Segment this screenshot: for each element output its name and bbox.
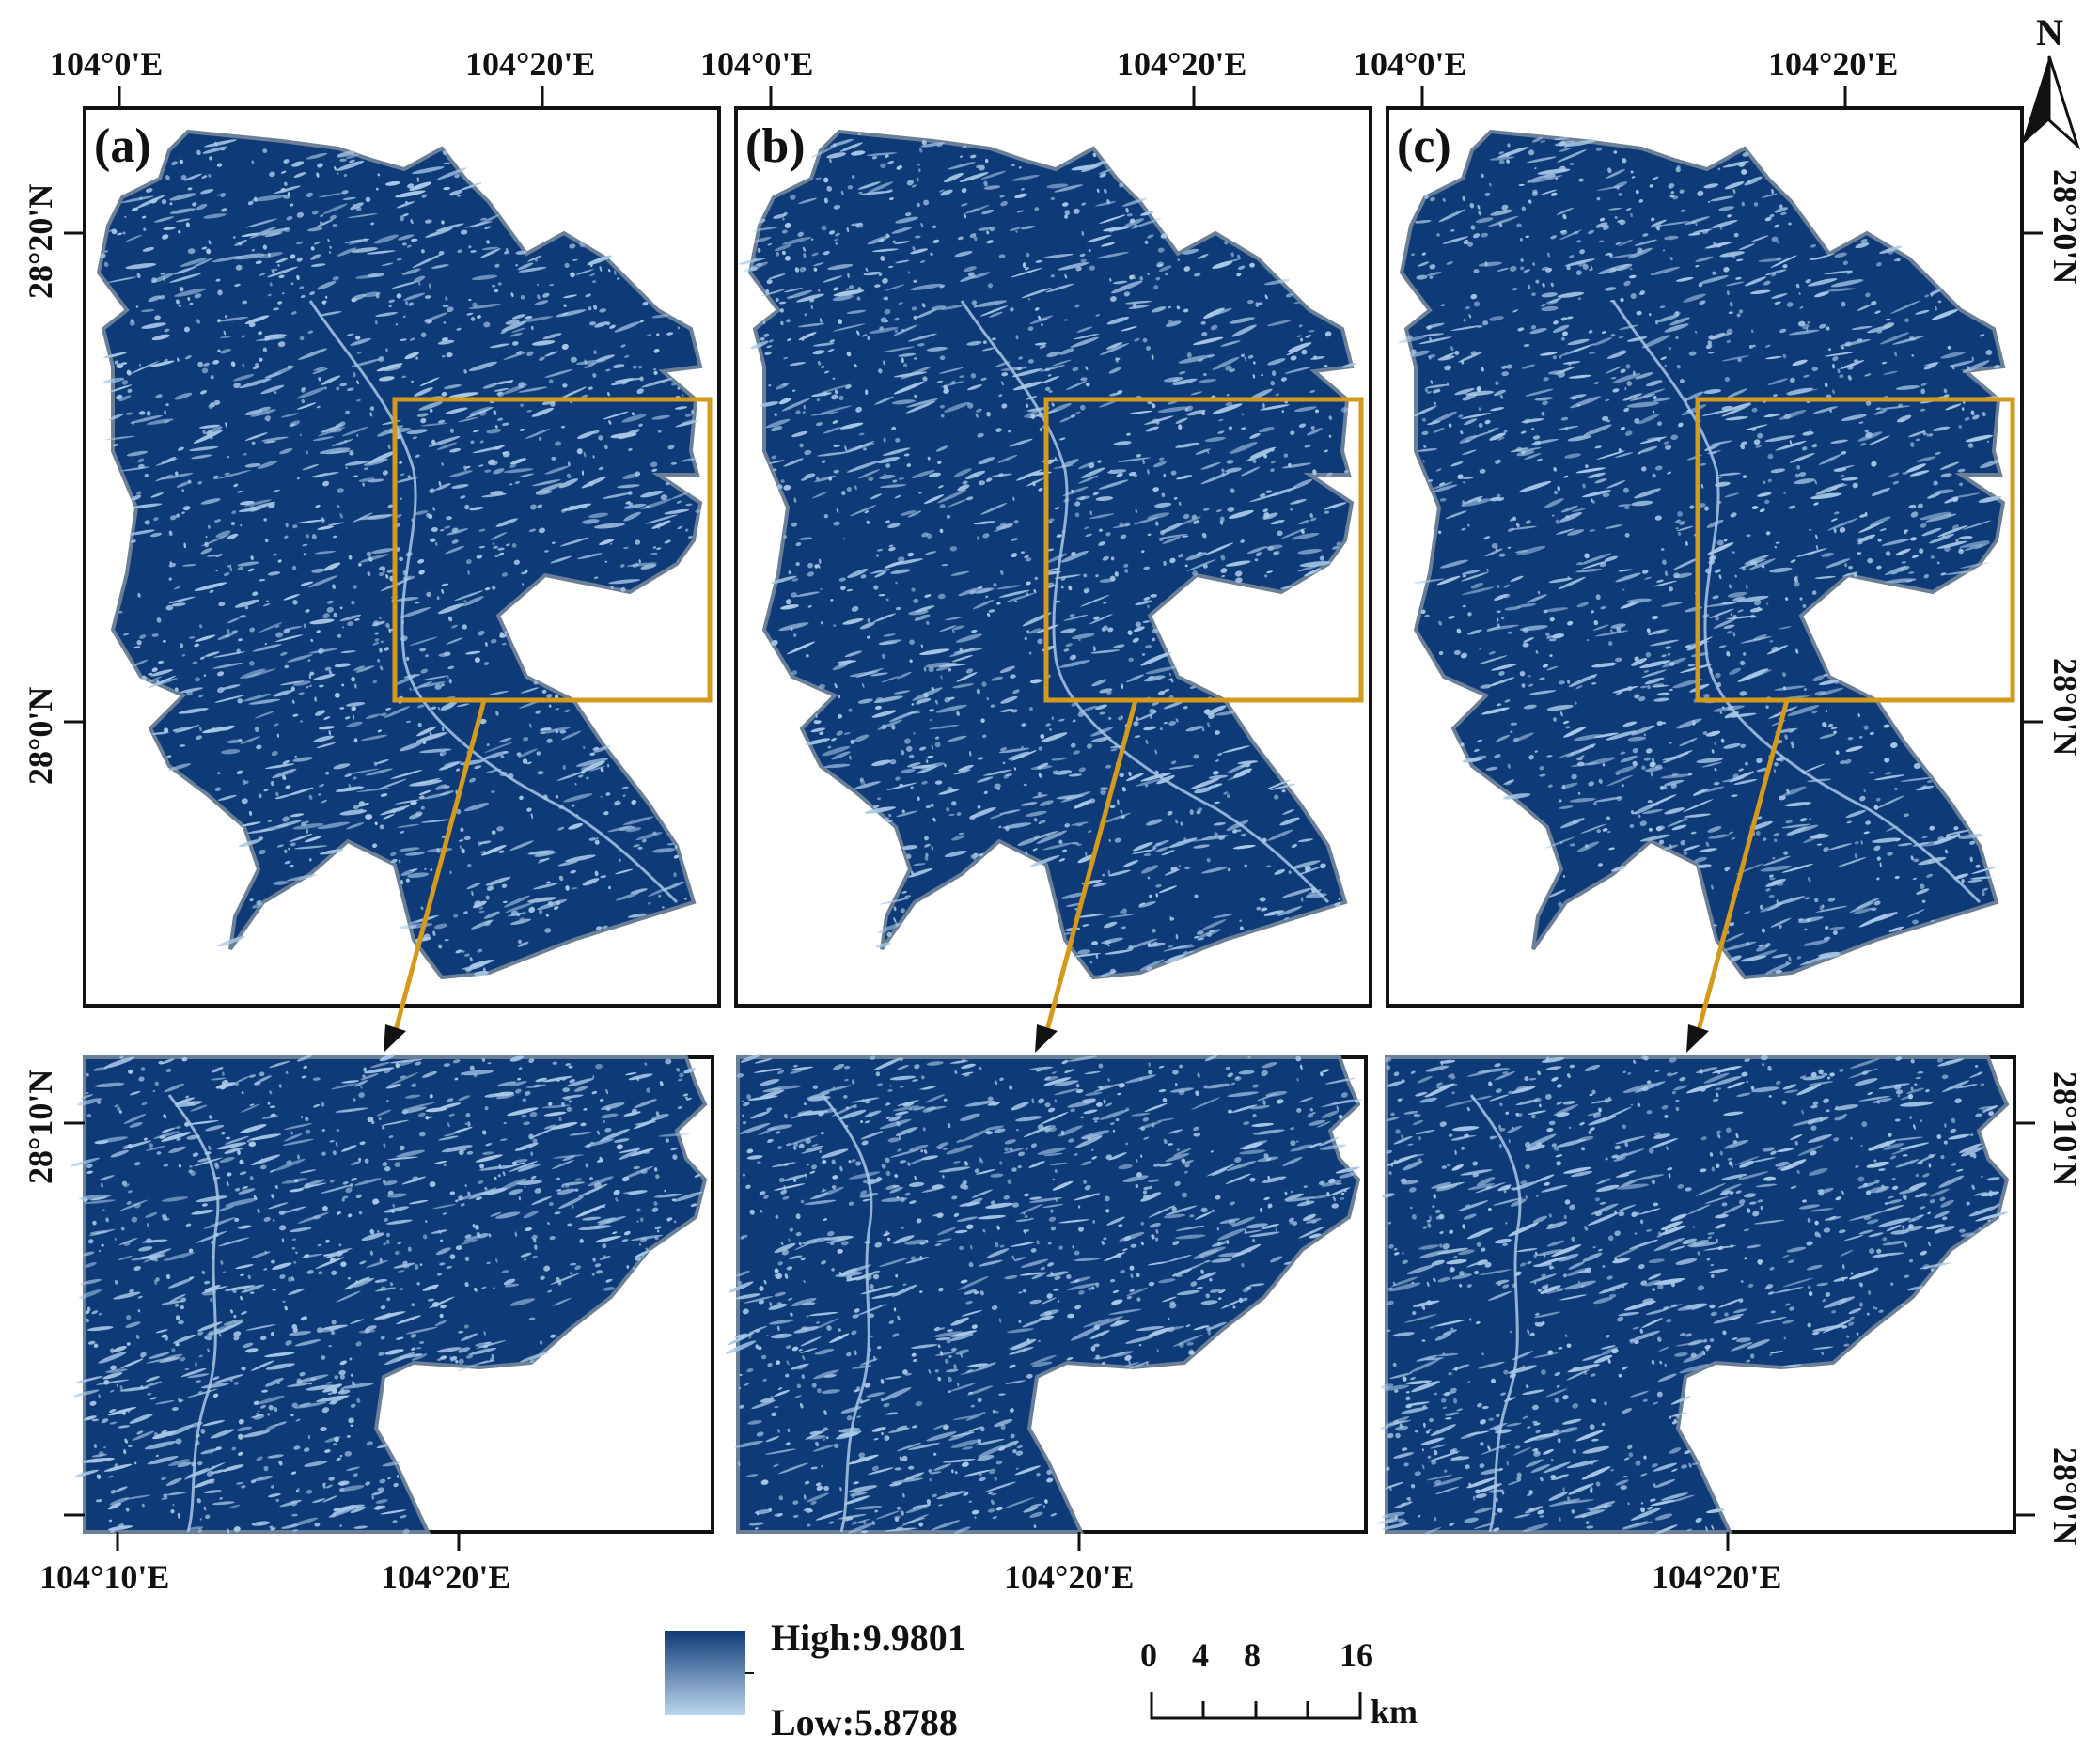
legend-high-label: High:9.9801 [771, 1617, 966, 1659]
legend: High:9.9801 Low:5.8788 [665, 1617, 966, 1743]
lat-label: 28°0'N [22, 687, 59, 785]
scale-unit: km [1371, 1693, 1418, 1730]
river-line [1469, 1094, 1522, 1533]
panel-b: (b) [734, 106, 1372, 1008]
legend-color-ramp [665, 1631, 745, 1715]
legend-low-label: Low:5.8788 [771, 1701, 958, 1743]
lon-label: 104°20'E [1768, 45, 1898, 83]
callout-arrows [384, 699, 1790, 1053]
region-map [1398, 129, 2006, 980]
bottom-lon-axis: 104°10'E 104°20'E 104°20'E 104°20'E [39, 1532, 1781, 1596]
lon-label: 104°0'E [1354, 45, 1466, 83]
north-arrow: N [2021, 11, 2081, 150]
panel-a: (a) [83, 106, 721, 1008]
region-fill [83, 1055, 708, 1534]
zoom-map [1375, 1055, 2010, 1536]
scale-tick-label: 16 [1340, 1636, 1373, 1674]
lat-label: 28°10'N [2046, 1071, 2084, 1186]
top-lat-axis: 28°20'N 28°0'N 28°20'N 28°0'N [22, 169, 2084, 785]
region-map [738, 129, 1356, 980]
region-fill [1385, 1055, 2010, 1534]
low-value-speckle [1398, 136, 2002, 975]
lon-label: 104°0'E [50, 45, 163, 83]
zoom-extent-box [1695, 397, 2015, 703]
low-value-speckle [99, 139, 701, 977]
north-arrow-label: N [2036, 11, 2063, 54]
panel-label: (c) [1397, 119, 1451, 173]
zoom-map [70, 1054, 708, 1535]
lat-label: 28°20'N [22, 184, 59, 299]
low-value-speckle [1375, 1055, 2008, 1536]
scale-tick-label: 4 [1192, 1636, 1209, 1674]
panel-c: (c) [1386, 106, 2024, 1008]
river-line [167, 1094, 220, 1533]
zoom-panel-a [70, 1054, 714, 1535]
river-line [960, 300, 1330, 904]
lon-label: 104°20'E [1004, 1558, 1134, 1596]
lon-label: 104°20'E [465, 45, 595, 83]
river-line [821, 1094, 873, 1533]
lon-label: 104°20'E [381, 1558, 510, 1596]
zoom-extent-box [392, 397, 713, 703]
scale-tick-label: 8 [1244, 1636, 1261, 1674]
lat-label: 28°0'N [2046, 1447, 2084, 1545]
lon-label: 104°10'E [39, 1558, 169, 1596]
low-value-speckle [70, 1054, 703, 1535]
scale-tick-label: 0 [1140, 1636, 1157, 1674]
zoom-map [725, 1054, 1363, 1535]
river-line [308, 300, 679, 904]
zoom-panel-b [725, 1054, 1368, 1535]
panel-label: (a) [94, 119, 151, 173]
zoom-panel-c [1375, 1055, 2016, 1536]
lat-label: 28°0'N [2046, 658, 2084, 756]
panel-label: (b) [745, 119, 806, 173]
lon-label: 104°20'E [1117, 45, 1246, 83]
lat-label: 28°20'N [2046, 169, 2084, 284]
scale-bar: 0 4 8 16 km [1140, 1636, 1418, 1730]
top-lon-axis: 104°0'E 104°20'E 104°0'E 104°20'E 104°0'… [50, 45, 1898, 108]
zoom-extent-box [1043, 397, 1364, 703]
low-value-speckle [725, 1054, 1363, 1535]
lon-label: 104°20'E [1652, 1558, 1781, 1596]
lat-label: 28°10'N [22, 1070, 59, 1184]
low-value-speckle [738, 132, 1356, 977]
river-line [1611, 300, 1982, 904]
bottom-lat-axis: 28°10'N 28°10'N 28°0'N [22, 1070, 2084, 1546]
lon-label: 104°0'E [700, 45, 813, 83]
region-map [96, 129, 703, 980]
